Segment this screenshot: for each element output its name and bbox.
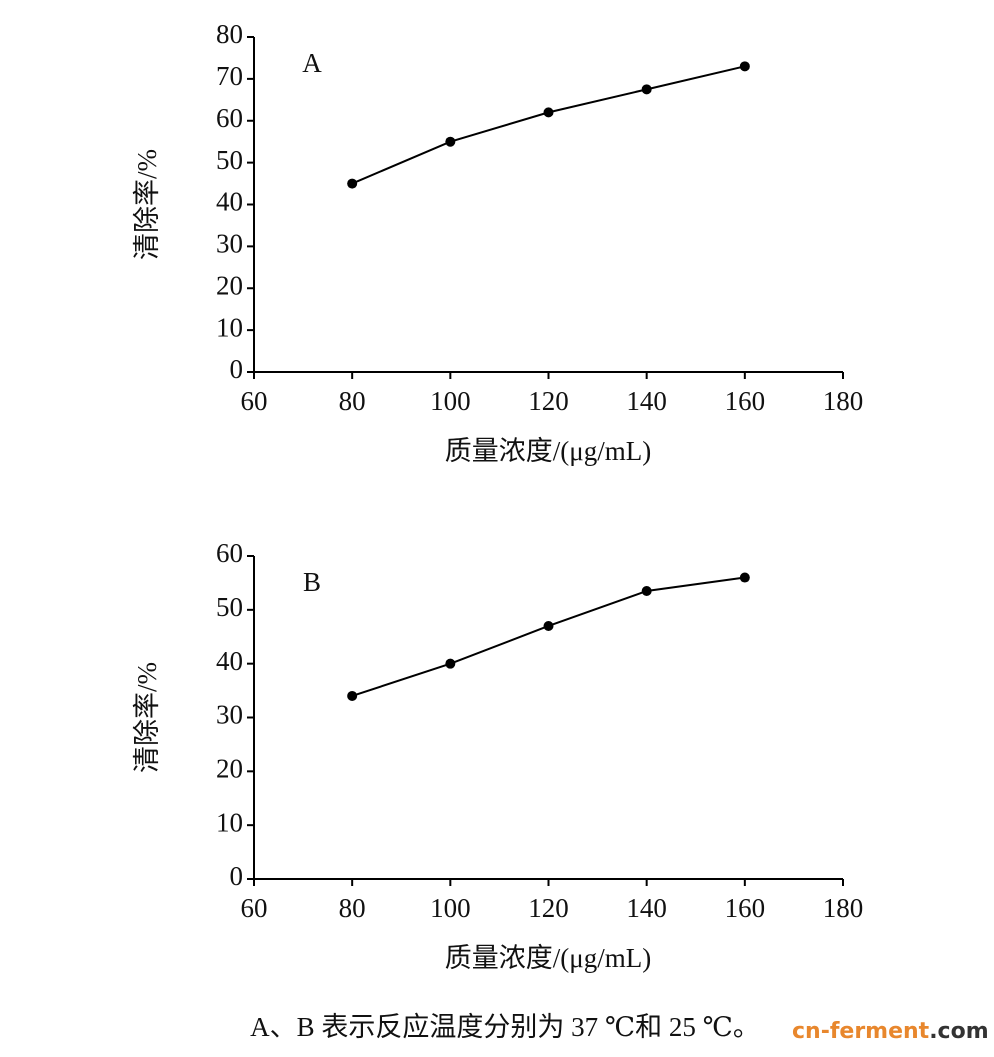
annotation: B [303, 567, 321, 597]
watermark: cn-ferment.com [792, 1019, 989, 1044]
point [641, 585, 652, 596]
y-tick-label: 30 [216, 229, 243, 259]
x-tick-label: 140 [626, 386, 667, 416]
point [347, 178, 358, 189]
y-tick-label: 80 [216, 19, 243, 49]
x-tick-label: 100 [430, 893, 471, 923]
y-tick-label: 60 [216, 103, 243, 133]
point [347, 690, 358, 701]
x-tick-label: 160 [725, 893, 766, 923]
point [543, 107, 554, 118]
point [445, 658, 456, 669]
annotation: A [302, 48, 322, 78]
caption: A、B 表示反应温度分别为 37 ℃和 25 ℃。 [250, 1012, 760, 1042]
x-tick-label: 100 [430, 386, 471, 416]
y-tick-label: 70 [216, 61, 243, 91]
x-axis-label: 质量浓度/(μg/mL) [445, 436, 651, 466]
y-tick-label: 30 [216, 700, 243, 730]
y-tick-label: 0 [230, 354, 244, 384]
x-tick-label: 180 [823, 893, 864, 923]
watermark-site: cn-ferment [792, 1019, 930, 1044]
y-tick-label: 0 [230, 861, 244, 891]
x-tick-label: 140 [626, 893, 667, 923]
x-tick-label: 160 [725, 386, 766, 416]
x-tick-label: 60 [241, 386, 268, 416]
x-tick-label: 120 [528, 893, 569, 923]
point [739, 61, 750, 72]
y-tick-label: 10 [216, 312, 243, 342]
x-axis-label: 质量浓度/(μg/mL) [445, 943, 651, 973]
x-tick-label: 80 [339, 386, 366, 416]
point [445, 136, 456, 147]
y-tick-label: 50 [216, 592, 243, 622]
y-tick-label: 50 [216, 145, 243, 175]
x-tick-label: 80 [339, 893, 366, 923]
y-tick-label: 60 [216, 538, 243, 568]
y-tick-label: 20 [216, 270, 243, 300]
y-tick-label: 40 [216, 646, 243, 676]
y-tick-label: 10 [216, 807, 243, 837]
y-tick-label: 40 [216, 187, 243, 217]
y-tick-label: 20 [216, 754, 243, 784]
x-tick-label: 120 [528, 386, 569, 416]
y-axis-label: 清除率/% [132, 149, 162, 260]
watermark-suffix: .com [929, 1019, 988, 1044]
point [543, 620, 554, 631]
x-tick-label: 180 [823, 386, 864, 416]
point [641, 84, 652, 95]
line [351, 65, 746, 185]
point [739, 572, 750, 583]
line [351, 576, 745, 697]
x-tick-label: 60 [241, 893, 268, 923]
y-axis-label: 清除率/% [132, 662, 162, 773]
